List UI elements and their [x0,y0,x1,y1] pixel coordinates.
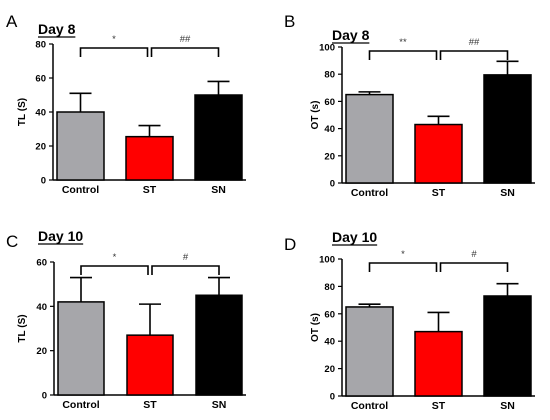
bar-sn [483,74,532,184]
x-tick-label: SN [500,187,515,199]
panel-letter: A [6,12,18,31]
sig-label-left: ** [399,37,407,48]
x-tick-label: ST [143,399,157,411]
sig-bracket-left [368,262,438,272]
bar-sn [195,294,243,396]
panel-letter: B [284,12,295,31]
x-tick-label: SN [500,400,515,412]
panel-c: C Day 10 TL (S) 0 20 40 60 Control ST SN * # [6,228,246,411]
bar-control [56,111,105,181]
y-tick-label: 20 [324,364,335,375]
y-tick-label: 40 [324,124,335,135]
bar-st [126,334,174,396]
y-tick-label: 20 [35,142,46,153]
bar-control [345,93,394,184]
sig-label-right: ## [180,34,191,45]
panel-title: Day 10 [38,228,83,244]
panel-title: Day 8 [332,27,370,43]
sig-label-right: # [471,249,477,260]
bar-st [125,135,174,181]
panel-d: D Day 10 OT (s) 0 20 40 60 80 100 Control ST SN * # [284,229,535,412]
bar-sn [194,94,243,181]
y-axis-label: TL (S) [17,98,28,126]
y-tick-label: 60 [36,258,47,269]
bar-st [414,123,463,184]
panel-a: A Day 8 TL (S) 0 20 40 60 80 Control ST SN * ## [6,12,246,196]
y-tick-label: 80 [35,40,46,51]
panel-b: B Day 8 OT (s) 0 20 40 60 80 100 Control ST SN ** ## [284,12,535,199]
y-tick-label: 80 [324,282,335,293]
sig-label-right: # [183,252,189,263]
x-tick-label: Control [62,399,99,411]
x-tick-label: Control [62,184,99,196]
y-tick-label: 100 [319,43,335,54]
sig-label-left: * [112,34,116,45]
panel-letter: D [284,235,296,254]
y-tick-label: 0 [330,392,335,403]
y-tick-label: 100 [319,255,335,266]
y-tick-label: 40 [35,108,46,119]
sig-label-left: * [401,249,405,260]
x-tick-label: ST [432,187,446,199]
sig-bracket-right [439,262,509,272]
y-tick-label: 20 [36,346,47,357]
sig-bracket-right [151,265,220,275]
y-tick-label: 60 [324,309,335,320]
y-tick-label: 0 [41,176,46,187]
sig-bracket-right [439,50,509,60]
y-tick-label: 60 [324,97,335,108]
x-tick-label: Control [351,187,388,199]
sig-label-right: ## [469,37,480,48]
x-tick-label: ST [432,400,446,412]
y-axis-label: OT (s) [310,313,321,342]
bar-st [414,330,463,397]
sig-bracket-left [79,47,149,57]
y-tick-label: 40 [324,337,335,348]
y-tick-label: 0 [42,391,47,402]
sig-bracket-left [80,265,149,275]
x-tick-label: SN [212,399,227,411]
y-tick-label: 60 [35,74,46,85]
bar-sn [483,295,532,397]
y-axis-label: TL (S) [17,314,28,342]
x-tick-label: SN [211,184,226,196]
bar-control [345,306,394,397]
y-tick-label: 40 [36,302,47,313]
y-tick-label: 80 [324,70,335,81]
y-tick-label: 0 [330,179,335,190]
bar-control [57,301,105,396]
panel-letter: C [6,232,18,251]
sig-bracket-left [368,50,438,60]
y-tick-label: 20 [324,151,335,162]
sig-label-left: * [113,252,117,263]
x-tick-label: ST [143,184,157,196]
panel-title: Day 8 [38,21,76,37]
sig-bracket-right [150,47,220,57]
x-tick-label: Control [351,400,388,412]
y-axis-label: OT (s) [310,101,321,130]
panel-title: Day 10 [332,229,377,245]
